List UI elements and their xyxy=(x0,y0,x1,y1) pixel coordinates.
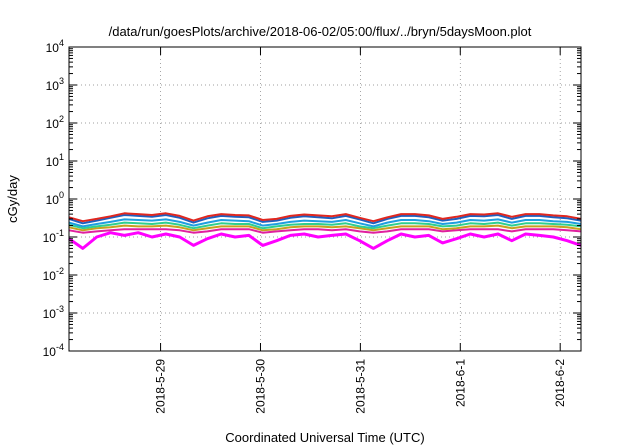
series-layer xyxy=(68,212,582,250)
x-tick-label: 2018-5-31 xyxy=(353,359,367,414)
series-line-4 xyxy=(68,221,582,230)
y-tick-label: 10-2 xyxy=(43,266,64,283)
y-tick-label: 102 xyxy=(46,114,64,131)
x-tick-label: 2018-6-1 xyxy=(453,359,467,407)
chart-title: /data/run/goesPlots/archive/2018-06-02/0… xyxy=(109,24,532,39)
x-tick-label: 2018-6-2 xyxy=(553,359,567,407)
y-tick-label: 100 xyxy=(46,190,64,207)
y-tick-label: 104 xyxy=(46,38,64,55)
series-line-7 xyxy=(68,231,582,250)
tick-layer: 10-4 10-3 10-2 10-1 100 101 102 103 104 2018-5-29… xyxy=(43,38,581,414)
y-tick-label: 10-3 xyxy=(43,304,64,321)
series-line-6 xyxy=(68,228,582,234)
y-axis-label: cGy/day xyxy=(5,175,20,223)
series-line-3 xyxy=(68,218,582,228)
grid-layer xyxy=(69,47,581,351)
series-line-2 xyxy=(68,214,582,225)
y-tick-label: 10-4 xyxy=(43,342,64,359)
y-tick-label: 10-1 xyxy=(43,228,64,245)
y-tick-label: 101 xyxy=(46,152,64,169)
y-tick-label: 103 xyxy=(46,76,64,93)
x-tick-label: 2018-5-29 xyxy=(154,359,168,414)
series-line-5 xyxy=(68,224,582,232)
x-axis-label: Coordinated Universal Time (UTC) xyxy=(225,430,424,445)
x-tick-label: 2018-5-30 xyxy=(253,359,267,414)
series-line-1 xyxy=(68,212,582,223)
